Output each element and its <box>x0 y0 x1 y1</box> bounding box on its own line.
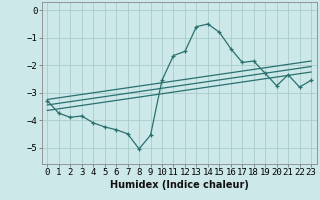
X-axis label: Humidex (Indice chaleur): Humidex (Indice chaleur) <box>110 180 249 190</box>
